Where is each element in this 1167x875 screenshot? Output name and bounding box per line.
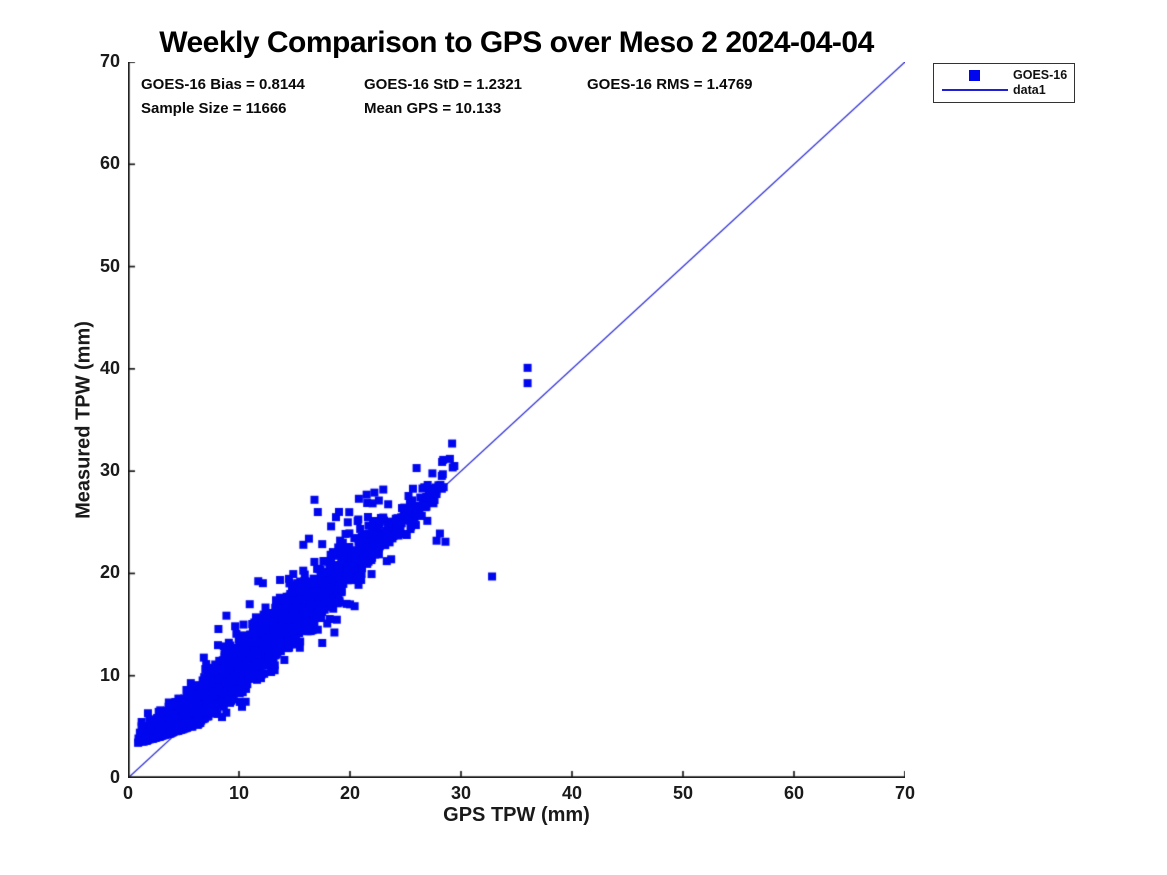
y-tick-label: 40: [99, 357, 120, 378]
legend-label-data1: data1: [1013, 83, 1046, 97]
y-tick-label: 70: [99, 51, 120, 71]
square-marker-icon: [969, 70, 980, 81]
x-axis-label: GPS TPW (mm): [443, 804, 590, 826]
x-tick-label: 70: [894, 783, 916, 803]
y-tick-label: 0: [109, 767, 120, 787]
x-tick-label: 50: [672, 783, 694, 803]
legend-label-goes16: GOES-16: [1013, 68, 1068, 82]
x-tick-label: 10: [228, 783, 250, 803]
legend: GOES-16 data1: [933, 63, 1075, 103]
line-swatch-icon: [942, 89, 1008, 91]
scatter-plot-canvas: [128, 62, 905, 778]
x-tick-label: 60: [783, 783, 805, 803]
y-axis-label: Measured TPW (mm): [72, 321, 95, 519]
chart-title: Weekly Comparison to GPS over Meso 2 202…: [159, 26, 874, 59]
x-tick-label: 0: [122, 783, 133, 803]
y-tick-label: 50: [99, 255, 120, 276]
x-tick-label: 20: [339, 783, 361, 803]
x-tick-label: 30: [450, 783, 472, 803]
y-tick-label: 30: [99, 460, 120, 481]
y-tick-label: 20: [99, 562, 120, 583]
y-tick-label: 60: [99, 153, 120, 174]
x-tick-label: 40: [561, 783, 583, 803]
y-tick-label: 10: [99, 664, 120, 685]
